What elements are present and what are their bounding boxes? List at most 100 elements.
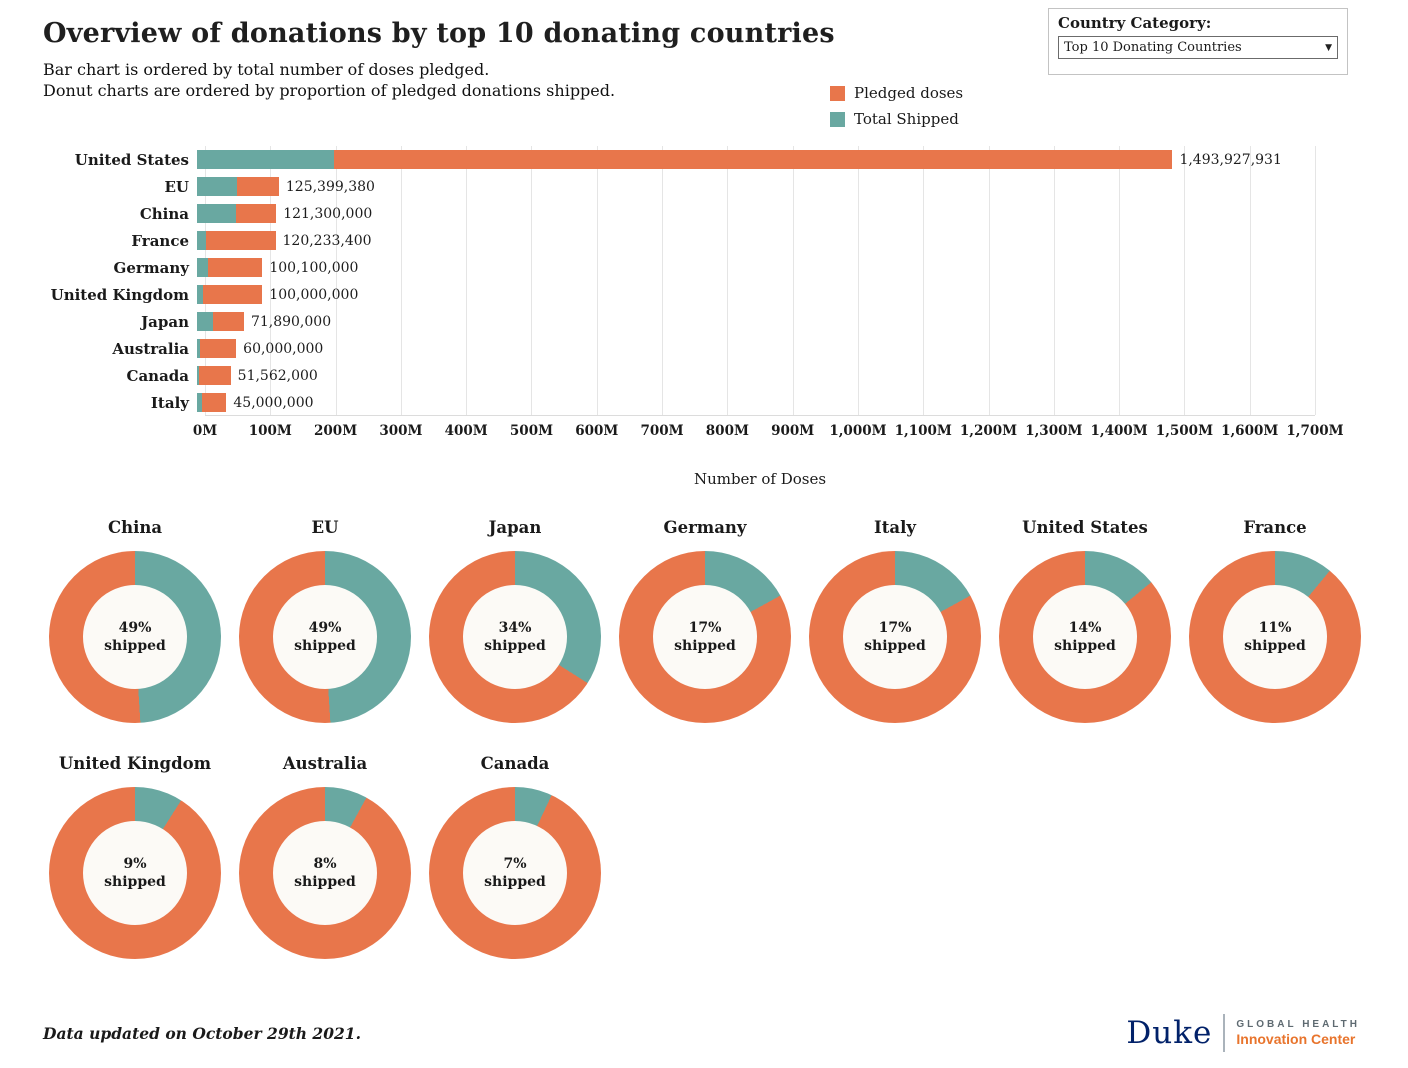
shipped-bar[interactable] bbox=[197, 393, 202, 412]
country-category-panel: Country Category: Top 10 Donating Countr… bbox=[1048, 8, 1348, 75]
pledged-bar[interactable] bbox=[197, 285, 263, 304]
donut-shipped-label: shipped bbox=[484, 874, 546, 890]
shipped-bar[interactable] bbox=[197, 150, 334, 169]
donut-country-label: Canada bbox=[480, 754, 550, 773]
shipped-bar[interactable] bbox=[197, 285, 203, 304]
chevron-down-icon: ▼ bbox=[1325, 42, 1332, 53]
donut-hole: 34% shipped bbox=[463, 585, 567, 689]
country-label: France bbox=[131, 231, 189, 250]
pledged-bar[interactable] bbox=[197, 339, 237, 358]
shipped-bar[interactable] bbox=[197, 258, 209, 277]
country-label: United States bbox=[74, 150, 189, 169]
donut-shipped-label: shipped bbox=[294, 874, 356, 890]
x-tick-label: 900M bbox=[771, 423, 815, 439]
legend-item-shipped: Total Shipped bbox=[830, 110, 963, 128]
bar-row-canada: Canada 51,562,000 bbox=[43, 362, 1378, 389]
bar-value-label: 45,000,000 bbox=[233, 394, 314, 411]
donut-hole: 49% shipped bbox=[273, 585, 377, 689]
legend-item-pledged: Pledged doses bbox=[830, 84, 963, 102]
donut-shipped-label: shipped bbox=[104, 638, 166, 654]
country-category-selected-value: Top 10 Donating Countries bbox=[1064, 40, 1242, 55]
gridlines-layer bbox=[205, 146, 1316, 416]
donut-percent-label: 8% bbox=[313, 855, 337, 872]
country-label: EU bbox=[164, 177, 189, 196]
gridline bbox=[1315, 146, 1316, 415]
gridline bbox=[270, 146, 272, 415]
bar-value-label: 120,233,400 bbox=[282, 232, 372, 249]
bar-value-label: 71,890,000 bbox=[250, 313, 332, 330]
donut-ring[interactable]: 8% shipped bbox=[239, 787, 411, 959]
subtitle-bar-chart: Bar chart is ordered by total number of … bbox=[43, 60, 490, 79]
gridline bbox=[988, 146, 990, 415]
pledged-bar[interactable] bbox=[197, 393, 227, 412]
donut-shipped-label: shipped bbox=[104, 874, 166, 890]
donut-percent-label: 49% bbox=[118, 619, 152, 636]
gridline bbox=[1184, 146, 1186, 415]
bar-track: 71,890,000 bbox=[197, 312, 1307, 331]
donut-japan: Japan 34% shipped bbox=[420, 518, 610, 723]
donut-ring[interactable]: 7% shipped bbox=[429, 787, 601, 959]
bar-value-label: 51,562,000 bbox=[237, 367, 318, 384]
donut-canada: Canada 7% shipped bbox=[420, 754, 610, 959]
bar-row-italy: Italy 45,000,000 bbox=[43, 389, 1378, 416]
country-label: Germany bbox=[113, 258, 189, 277]
bar-chart: United States 1,493,927,931 EU 125,399,380 C… bbox=[43, 146, 1378, 488]
donut-chart-row-2: United Kingdom 9% shipped Australia 8% shippe… bbox=[40, 754, 1370, 959]
x-tick-label: 1,300M bbox=[1025, 423, 1083, 439]
x-tick-label: 1,600M bbox=[1221, 423, 1279, 439]
country-category-select[interactable]: Top 10 Donating Countries ▼ bbox=[1058, 36, 1338, 59]
pledged-bar[interactable] bbox=[197, 231, 276, 250]
gridline bbox=[727, 146, 729, 415]
country-label: United Kingdom bbox=[50, 285, 189, 304]
shipped-bar[interactable] bbox=[197, 366, 200, 385]
donut-country-label: United States bbox=[1022, 518, 1148, 537]
x-axis-ticks: 0M 100M 200M 300M 400M 500M 600M 700M 800M 900M 1,… bbox=[193, 423, 1344, 443]
bar-row-france: France 120,233,400 bbox=[43, 227, 1378, 254]
gridline bbox=[857, 146, 859, 415]
shipped-bar[interactable] bbox=[197, 339, 201, 358]
country-category-label: Country Category: bbox=[1058, 14, 1212, 32]
bar-track: 121,300,000 bbox=[197, 204, 1307, 223]
bar-row-united-states: United States 1,493,927,931 bbox=[43, 146, 1378, 173]
donut-france: France 11% shipped bbox=[1180, 518, 1370, 723]
x-tick-label: 300M bbox=[379, 423, 423, 439]
x-tick-label: 1,700M bbox=[1286, 423, 1344, 439]
shipped-color-swatch bbox=[830, 111, 845, 127]
donut-ring[interactable]: 17% shipped bbox=[619, 551, 791, 723]
gridline bbox=[400, 146, 402, 415]
donut-country-label: Australia bbox=[282, 754, 368, 773]
x-tick-label: 1,500M bbox=[1155, 423, 1214, 439]
donut-ring[interactable]: 17% shipped bbox=[809, 551, 981, 723]
shipped-bar[interactable] bbox=[197, 312, 213, 331]
donut-hole: 7% shipped bbox=[463, 821, 567, 925]
shipped-bar[interactable] bbox=[197, 231, 206, 250]
donut-ring[interactable]: 34% shipped bbox=[429, 551, 601, 723]
x-tick-label: 1,100M bbox=[894, 423, 952, 439]
logo-text-block: GLOBAL HEALTH Innovation Center bbox=[1236, 1019, 1360, 1047]
gridline bbox=[923, 146, 925, 415]
donut-percent-label: 17% bbox=[878, 619, 912, 636]
shipped-bar[interactable] bbox=[197, 177, 238, 196]
x-tick-label: 400M bbox=[444, 423, 488, 439]
donut-ring[interactable]: 11% shipped bbox=[1189, 551, 1361, 723]
donut-percent-label: 34% bbox=[498, 619, 532, 636]
donut-ring[interactable]: 14% shipped bbox=[999, 551, 1171, 723]
donut-percent-label: 17% bbox=[688, 619, 722, 636]
gridline bbox=[1053, 146, 1055, 415]
x-tick-label: 1,400M bbox=[1090, 423, 1148, 439]
gridline bbox=[335, 146, 337, 415]
donut-ring[interactable]: 49% shipped bbox=[49, 551, 221, 723]
bar-rows: United States 1,493,927,931 EU 125,399,380 C… bbox=[43, 146, 1378, 416]
pledged-bar[interactable] bbox=[197, 366, 231, 385]
pledged-bar[interactable] bbox=[197, 258, 263, 277]
page-title: Overview of donations by top 10 donating… bbox=[43, 18, 835, 49]
donut-ring[interactable]: 9% shipped bbox=[49, 787, 221, 959]
subtitle-donut-charts: Donut charts are ordered by proportion o… bbox=[43, 81, 616, 101]
donut-country-label: France bbox=[1243, 518, 1307, 537]
donut-ring[interactable]: 49% shipped bbox=[239, 551, 411, 723]
pledged-bar[interactable] bbox=[197, 150, 1173, 169]
shipped-bar[interactable] bbox=[197, 204, 236, 223]
donut-percent-label: 14% bbox=[1068, 619, 1102, 636]
x-tick-label: 200M bbox=[314, 423, 358, 439]
